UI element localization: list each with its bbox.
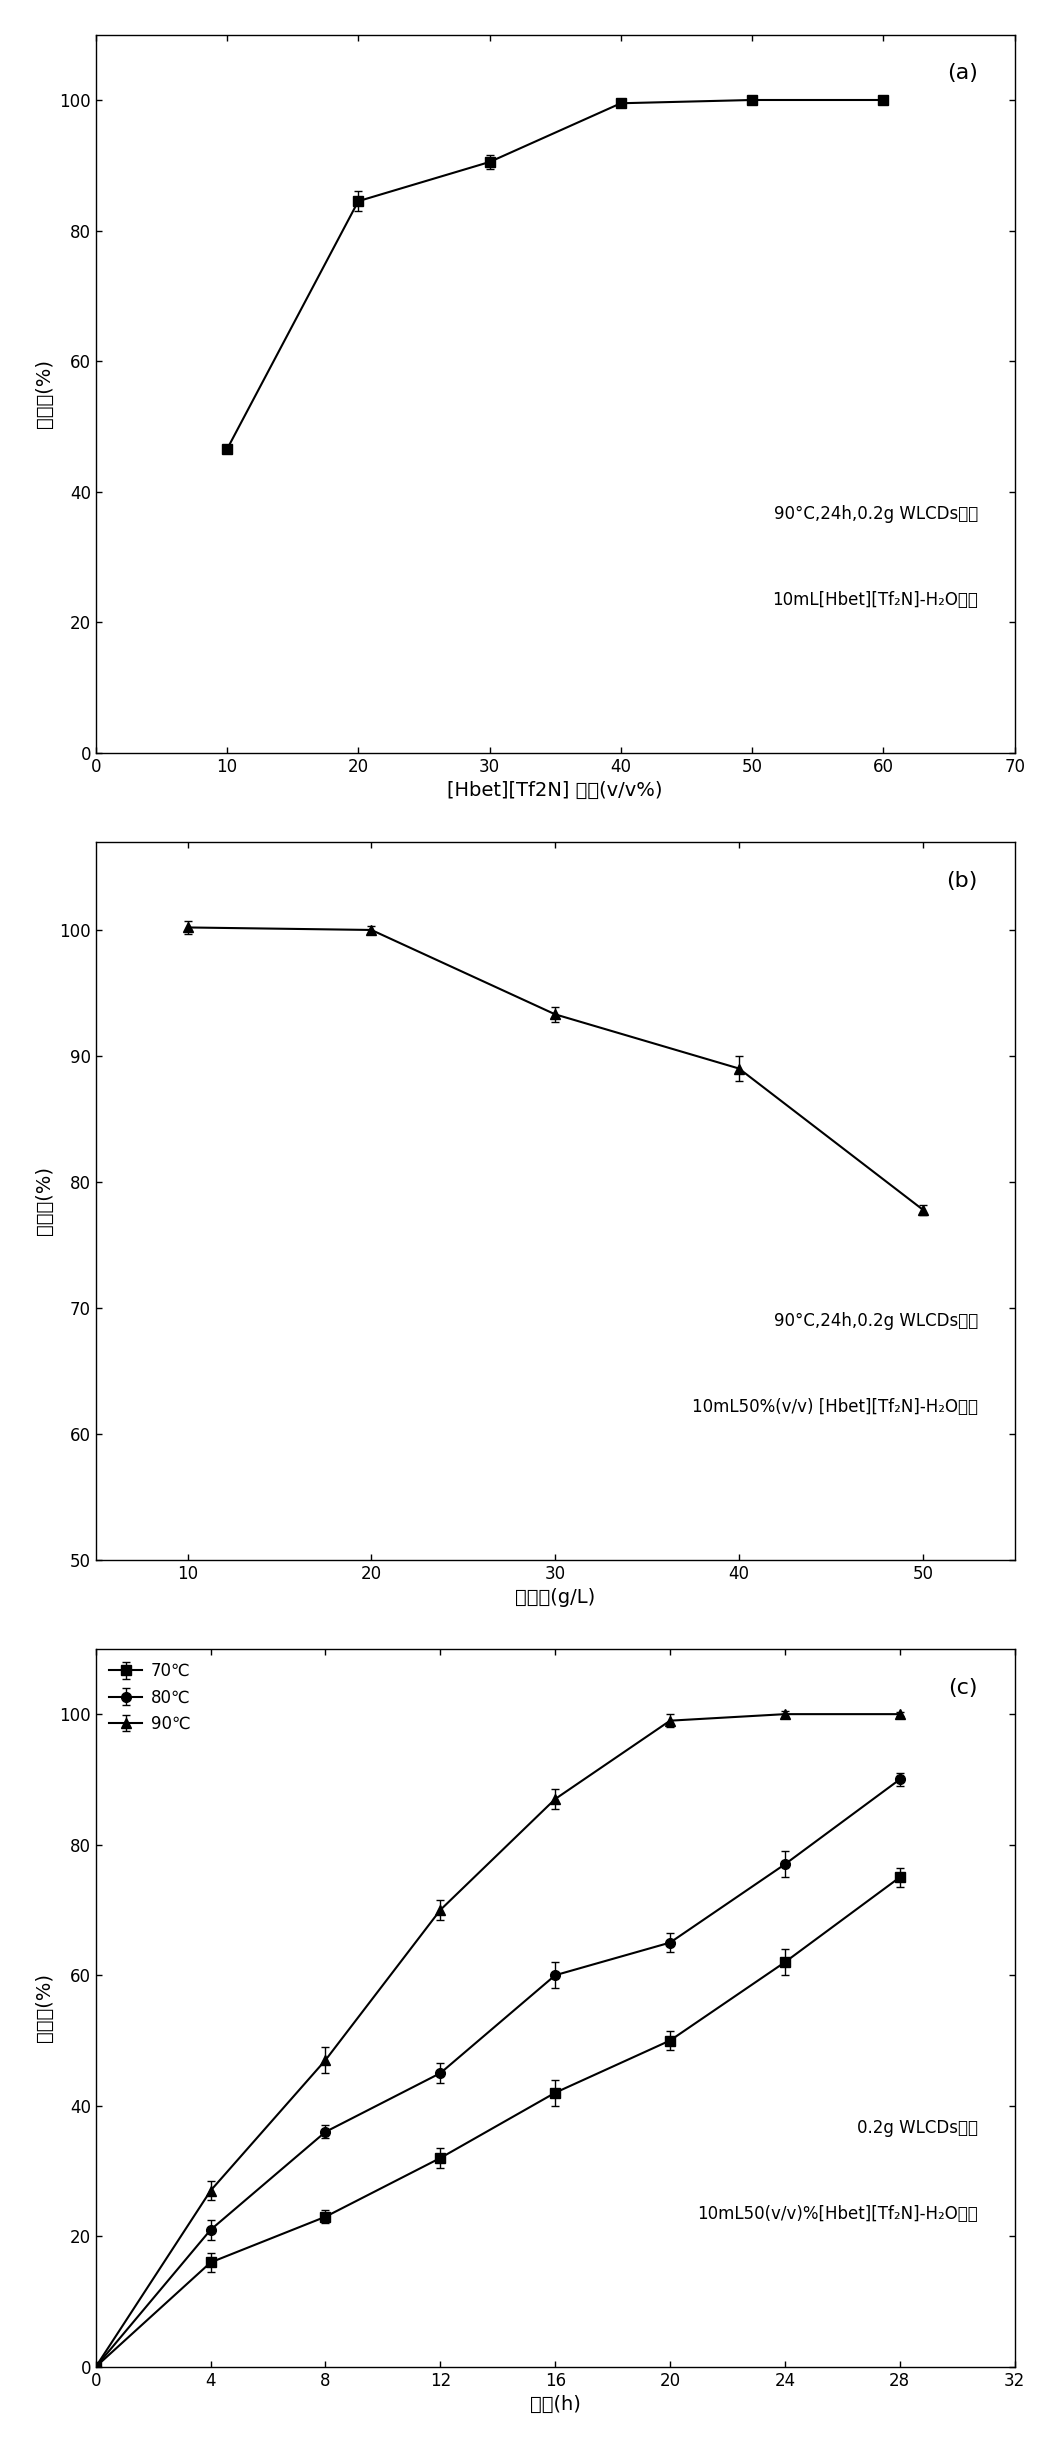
Text: 0.2g WLCDs粉末: 0.2g WLCDs粉末 — [856, 2118, 978, 2138]
Text: (b): (b) — [947, 869, 978, 891]
Y-axis label: 浸出率(%): 浸出率(%) — [35, 1974, 54, 2042]
Text: 10mL50%(v/v) [Hbet][Tf₂N]-H₂O体系: 10mL50%(v/v) [Hbet][Tf₂N]-H₂O体系 — [692, 1398, 978, 1416]
Text: 10mL50(v/v)%[Hbet][Tf₂N]-H₂O体系: 10mL50(v/v)%[Hbet][Tf₂N]-H₂O体系 — [697, 2204, 978, 2224]
Y-axis label: 浸出率(%): 浸出率(%) — [35, 360, 54, 429]
Text: (a): (a) — [947, 64, 978, 83]
Text: 90°C,24h,0.2g WLCDs粉末: 90°C,24h,0.2g WLCDs粉末 — [774, 504, 978, 524]
Text: 10mL[Hbet][Tf₂N]-H₂O体系: 10mL[Hbet][Tf₂N]-H₂O体系 — [772, 590, 978, 610]
X-axis label: 时间(h): 时间(h) — [530, 2395, 581, 2415]
Text: (c): (c) — [949, 1678, 978, 1697]
Legend: 70℃, 80℃, 90℃: 70℃, 80℃, 90℃ — [104, 1658, 195, 1739]
X-axis label: [Hbet][Tf2N] 浓度(v/v%): [Hbet][Tf2N] 浓度(v/v%) — [447, 781, 662, 801]
X-axis label: 固液比(g/L): 固液比(g/L) — [515, 1589, 596, 1607]
Text: 90°C,24h,0.2g WLCDs粉末: 90°C,24h,0.2g WLCDs粉末 — [774, 1313, 978, 1330]
Y-axis label: 浸出率(%): 浸出率(%) — [35, 1166, 54, 1234]
